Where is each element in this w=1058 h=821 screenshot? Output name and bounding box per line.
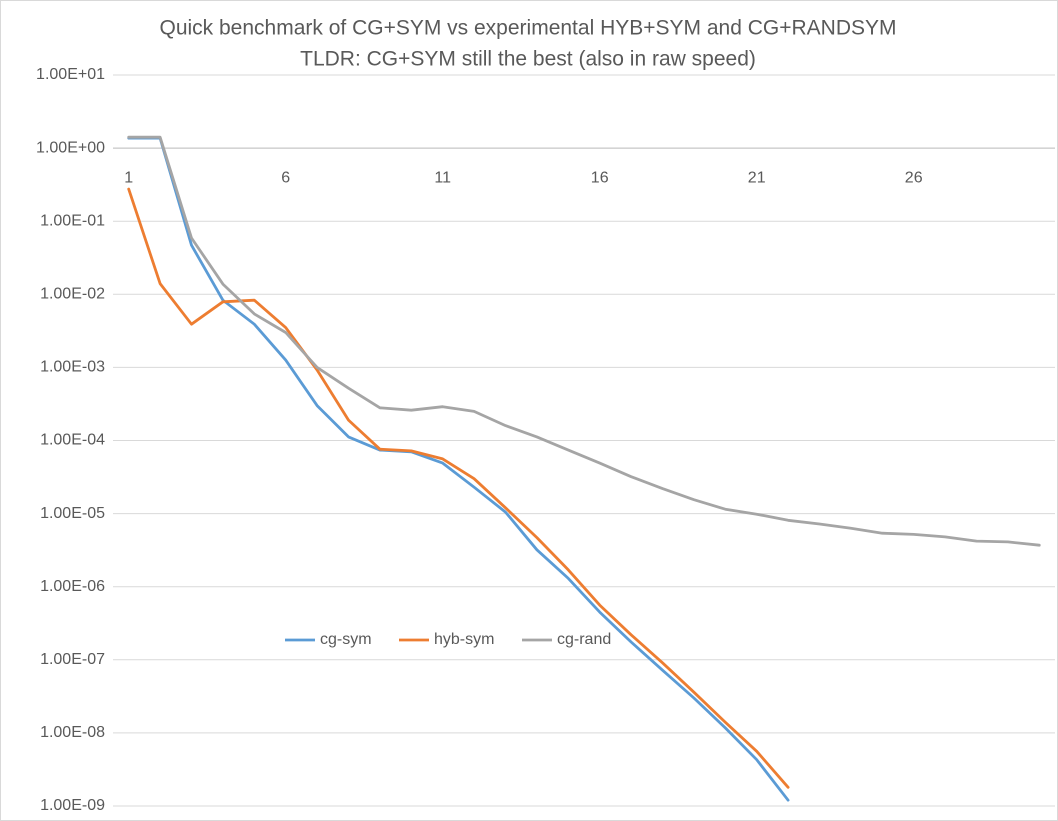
- x-tick-label: 16: [591, 169, 609, 186]
- y-tick-label: 1.00E-04: [40, 432, 105, 449]
- x-tick-label: 11: [434, 169, 451, 186]
- y-tick-label: 1.00E-08: [40, 724, 105, 741]
- series-line: [127, 187, 790, 789]
- y-tick-label: 1.00E-06: [40, 578, 105, 595]
- legend-label: hyb-sym: [434, 631, 494, 648]
- y-tick-label: 1.00E-09: [40, 797, 105, 814]
- x-tick-label: 21: [748, 169, 766, 186]
- x-tick-label: 26: [905, 169, 923, 186]
- y-tick-label: 1.00E-03: [40, 359, 105, 376]
- y-tick-label: 1.00E-02: [40, 286, 105, 303]
- series-line: [127, 135, 1041, 547]
- chart-subtitle: TLDR: CG+SYM still the best (also in raw…: [300, 48, 756, 71]
- series-line: [127, 136, 790, 802]
- x-tick-label: 6: [281, 169, 290, 186]
- x-tick-label: 1: [124, 169, 133, 186]
- y-tick-label: 1.00E-07: [40, 651, 105, 668]
- legend-label: cg-sym: [320, 631, 372, 648]
- y-tick-label: 1.00E+01: [36, 66, 105, 83]
- y-tick-label: 1.00E+00: [36, 139, 105, 156]
- legend-label: cg-rand: [557, 631, 611, 648]
- y-tick-label: 1.00E-01: [40, 212, 105, 229]
- y-tick-label: 1.00E-05: [40, 505, 105, 522]
- chart-title: Quick benchmark of CG+SYM vs experimenta…: [159, 17, 896, 40]
